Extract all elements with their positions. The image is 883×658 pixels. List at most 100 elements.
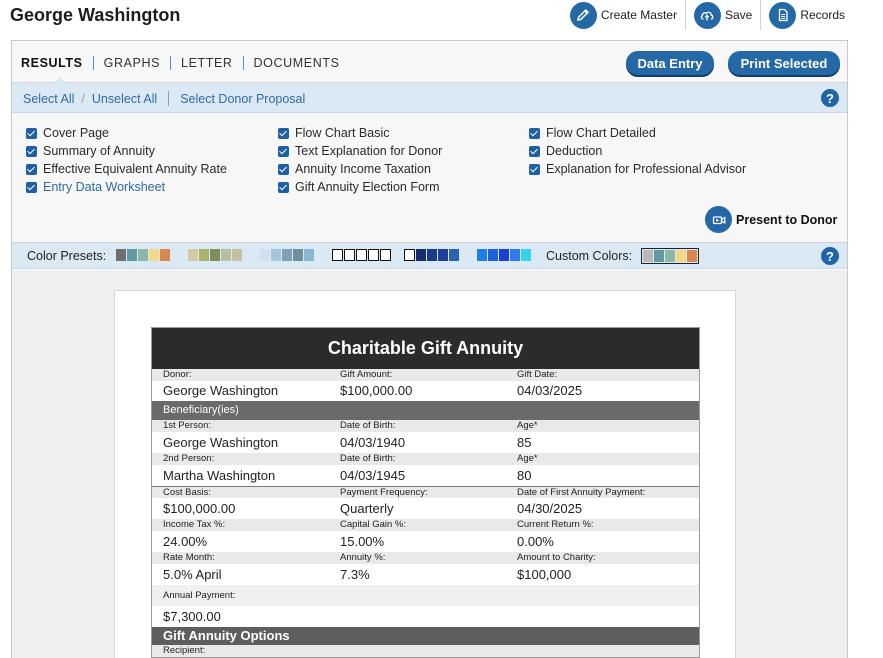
checkbox-label: Cover Page [43,126,110,140]
table-row: George Washington 04/03/1940 85 [152,432,699,453]
divider [168,91,170,106]
checkbox-checked[interactable] [278,163,289,175]
checkbox-checked[interactable] [529,163,540,175]
checkbox-summary-of-annuity[interactable]: Summary of Annuity [26,142,227,160]
color-swatch [521,249,531,261]
color-preset-5[interactable] [404,249,459,261]
help-icon[interactable]: ? [821,89,839,107]
person2-dob-label: Date of Birth: [340,453,396,464]
selection-bar: Select All / Unselect All Select Donor P… [12,83,847,113]
checkbox-cover-page[interactable]: Cover Page [26,124,227,142]
table-row: Donor: Gift Amount: Gift Date: [152,369,699,381]
gift-amount-value: $100,000.00 [340,383,413,398]
person1-dob: 04/03/1940 [340,435,406,450]
color-swatch [643,250,653,262]
table-row: Recipient: [152,645,699,657]
checkbox-effective-equivalent-rate[interactable]: Effective Equivalent Annuity Rate [26,160,227,178]
current-return-label: Current Return %: [517,519,594,530]
cost-basis-value: $100,000.00 [163,501,236,516]
color-swatch [282,249,292,261]
color-swatch [199,249,209,261]
color-swatch [665,250,675,262]
create-master-label: Create Master [600,8,677,22]
first-payment-label: Date of First Annuity Payment: [517,487,646,498]
report-preview-area: Charitable Gift Annuity Donor: Gift Amou… [12,270,847,658]
annuity-summary-table: Charitable Gift Annuity Donor: Gift Amou… [151,327,700,658]
amount-to-charity-value: $100,000 [517,567,572,582]
custom-colors-swatch[interactable] [641,248,699,264]
color-swatch [477,249,487,261]
data-entry-button[interactable]: Data Entry [626,51,714,75]
checkbox-label: Explanation for Professional Advisor [546,162,747,176]
tab-letter[interactable]: LETTER [170,56,243,70]
tab-bar: RESULTS GRAPHS LETTER DOCUMENTS Data Ent… [12,41,847,83]
color-swatch [427,249,437,261]
color-swatch [127,249,137,261]
select-all-link[interactable]: Select All [23,91,75,106]
color-preset-1[interactable] [116,249,170,261]
color-preset-6[interactable] [477,249,531,261]
color-preset-4[interactable] [332,249,391,261]
checkbox-checked[interactable] [26,145,37,157]
color-swatch [654,250,664,262]
checkbox-checked[interactable] [278,127,289,139]
checkbox-annuity-income-taxation[interactable]: Annuity Income Taxation [278,160,442,178]
person2-age: 80 [517,468,532,483]
checkbox-checked[interactable] [529,145,540,157]
checkbox-label: Entry Data Worksheet [43,180,166,194]
save-button[interactable]: Save [684,0,760,30]
person2-dob: 04/03/1945 [340,468,406,483]
checkbox-checked[interactable] [26,163,37,175]
color-preset-3[interactable] [260,249,314,261]
income-tax-label: Income Tax %: [163,519,226,530]
results-panel: RESULTS GRAPHS LETTER DOCUMENTS Data Ent… [11,40,848,658]
save-label: Save [724,8,753,22]
checkbox-explanation-professional-advisor[interactable]: Explanation for Professional Advisor [529,160,746,178]
color-swatch [210,249,220,261]
table-row: Martha Washington 04/03/1945 80 [152,465,699,486]
checkbox-checked[interactable] [26,181,37,193]
color-swatch [510,249,520,261]
color-preset-2[interactable] [188,249,242,261]
present-to-donor-label: Present to Donor [736,212,838,227]
unselect-all-link[interactable]: Unselect All [91,91,158,106]
help-icon[interactable]: ? [821,247,839,265]
checkbox-gift-annuity-election-form[interactable]: Gift Annuity Election Form [278,178,442,196]
capital-gain-value: 15.00% [340,534,385,549]
tab-results[interactable]: RESULTS [21,56,83,70]
color-presets-label: Color Presets: [27,249,107,263]
present-to-donor-button[interactable]: Present to Donor [705,206,837,233]
table-row: George Washington $100,000.00 04/03/2025 [152,381,699,401]
income-tax-value: 24.00% [163,534,208,549]
color-swatch [188,249,198,261]
color-swatch [260,249,270,261]
checkbox-label: Flow Chart Basic [295,126,390,140]
select-donor-proposal-link[interactable]: Select Donor Proposal [180,91,306,106]
checkbox-label: Deduction [546,144,603,158]
color-swatch [368,249,379,261]
table-row: Cost Basis: Payment Frequency: Date of F… [152,486,699,498]
tab-documents[interactable]: DOCUMENTS [242,56,350,70]
table-row: Annual Payment: [152,585,699,606]
gift-date-label: Gift Date: [517,369,558,380]
checkbox-checked[interactable] [26,127,37,139]
person1-age: 85 [517,435,532,450]
checkbox-deduction[interactable]: Deduction [529,142,746,160]
page-title: George Washington [10,5,181,25]
report-page: Charitable Gift Annuity Donor: Gift Amou… [114,290,736,658]
records-button[interactable]: Records [760,0,853,30]
active-tab-pointer [54,77,66,83]
checkbox-checked[interactable] [278,145,289,157]
print-selected-button[interactable]: Print Selected [728,51,840,75]
checkbox-flow-chart-basic[interactable]: Flow Chart Basic [278,124,442,142]
person2-age-label: Age* [517,453,538,464]
create-master-button[interactable]: Create Master [562,0,685,30]
checkbox-text-explanation-donor[interactable]: Text Explanation for Donor [278,142,442,160]
checkbox-entry-data-worksheet[interactable]: Entry Data Worksheet [26,178,227,196]
top-actions: Create Master Save Records [562,0,853,30]
checkbox-flow-chart-detailed[interactable]: Flow Chart Detailed [529,124,746,142]
color-swatch [449,249,459,261]
tab-graphs[interactable]: GRAPHS [92,56,170,70]
checkbox-checked[interactable] [529,127,540,139]
checkbox-checked[interactable] [278,181,289,193]
